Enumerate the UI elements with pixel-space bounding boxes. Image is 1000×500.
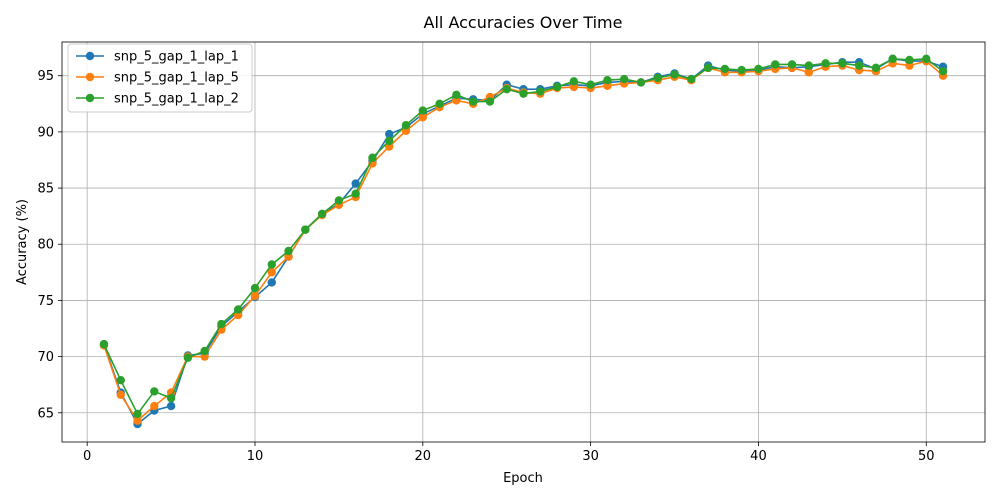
- data-point-snp_5_gap_1_lap_1: [267, 278, 276, 287]
- data-point-snp_5_gap_1_lap_2: [452, 90, 461, 100]
- legend-marker: [85, 51, 95, 61]
- x-tick-label: 30: [582, 449, 599, 464]
- x-tick-label: 0: [83, 449, 91, 464]
- data-point-snp_5_gap_1_lap_1: [166, 401, 176, 411]
- y-tick-label: 65: [37, 406, 54, 421]
- data-point-snp_5_gap_1_lap_2: [485, 97, 495, 106]
- axes-frame: [61, 41, 986, 443]
- data-point-snp_5_gap_1_lap_2: [922, 54, 931, 64]
- data-point-snp_5_gap_1_lap_2: [250, 283, 260, 293]
- data-point-snp_5_gap_1_lap_2: [435, 99, 444, 108]
- data-point-snp_5_gap_1_lap_2: [938, 67, 948, 76]
- data-point-snp_5_gap_1_lap_2: [771, 60, 780, 69]
- data-point-snp_5_gap_1_lap_2: [418, 106, 428, 115]
- x-tick-label: 10: [247, 449, 264, 464]
- data-point-snp_5_gap_1_lap_2: [905, 55, 914, 65]
- y-tick-label: 95: [37, 69, 54, 84]
- data-point-snp_5_gap_1_lap_2: [234, 305, 243, 314]
- data-point-snp_5_gap_1_lap_2: [871, 63, 881, 73]
- y-tick-label: 70: [37, 350, 54, 365]
- x-tick-label: 50: [918, 449, 935, 464]
- x-tick-label: 40: [750, 449, 767, 464]
- legend-box: [67, 43, 253, 113]
- x-axis-label: Epoch: [503, 471, 543, 486]
- data-point-snp_5_gap_1_lap_2: [99, 340, 109, 349]
- data-point-snp_5_gap_1_lap_5: [116, 390, 125, 400]
- data-point-snp_5_gap_1_lap_2: [854, 61, 864, 70]
- data-point-snp_5_gap_1_lap_2: [787, 60, 797, 69]
- data-point-snp_5_gap_1_lap_2: [603, 76, 612, 85]
- data-point-snp_5_gap_1_lap_2: [720, 64, 730, 74]
- data-point-snp_5_gap_1_lap_2: [116, 376, 125, 385]
- data-point-snp_5_gap_1_lap_2: [754, 64, 763, 74]
- y-axis-label: Accuracy (%): [15, 199, 30, 285]
- y-tick-label: 80: [37, 238, 54, 253]
- legend-marker: [85, 72, 95, 82]
- data-point-snp_5_gap_1_lap_2: [636, 78, 646, 87]
- data-point-snp_5_gap_1_lap_2: [150, 387, 159, 396]
- data-point-snp_5_gap_1_lap_2: [317, 209, 327, 219]
- data-point-snp_5_gap_1_lap_2: [737, 65, 746, 75]
- x-tick-label: 20: [415, 449, 432, 464]
- data-point-snp_5_gap_1_lap_2: [468, 97, 478, 106]
- data-point-snp_5_gap_1_lap_5: [133, 416, 142, 425]
- data-point-snp_5_gap_1_lap_5: [250, 291, 260, 301]
- series-line-snp_5_gap_1_lap_1: [103, 58, 944, 426]
- data-point-snp_5_gap_1_lap_5: [267, 268, 276, 277]
- series-line-snp_5_gap_1_lap_5: [103, 60, 944, 422]
- data-point-snp_5_gap_1_lap_2: [217, 319, 226, 329]
- y-tick-label: 75: [37, 294, 54, 309]
- data-point-snp_5_gap_1_lap_2: [821, 59, 830, 68]
- data-point-snp_5_gap_1_lap_2: [687, 74, 696, 84]
- data-point-snp_5_gap_1_lap_2: [519, 89, 528, 98]
- data-point-snp_5_gap_1_lap_2: [703, 63, 713, 73]
- data-point-snp_5_gap_1_lap_2: [552, 82, 562, 92]
- data-point-snp_5_gap_1_lap_2: [586, 80, 595, 89]
- data-point-snp_5_gap_1_lap_2: [267, 260, 276, 269]
- data-point-snp_5_gap_1_lap_2: [385, 136, 394, 146]
- data-point-snp_5_gap_1_lap_2: [502, 84, 511, 94]
- data-point-snp_5_gap_1_lap_2: [368, 153, 377, 162]
- data-point-snp_5_gap_1_lap_2: [401, 120, 411, 130]
- data-point-snp_5_gap_1_lap_2: [653, 73, 662, 83]
- data-point-snp_5_gap_1_lap_2: [284, 246, 293, 256]
- legend-marker: [85, 93, 95, 103]
- data-point-snp_5_gap_1_lap_1: [351, 179, 360, 188]
- data-point-snp_5_gap_1_lap_2: [200, 346, 209, 356]
- data-point-snp_5_gap_1_lap_2: [183, 353, 193, 362]
- plot-area: 0 10 20 30 40 50 65 70 75 80 85 90 95 snp_5_gap_1_lap…: [37, 41, 986, 464]
- data-point-snp_5_gap_1_lap_2: [351, 189, 360, 198]
- data-point-snp_5_gap_1_lap_2: [301, 225, 310, 234]
- data-point-snp_5_gap_1_lap_2: [888, 54, 897, 64]
- y-tick-label: 90: [37, 125, 54, 140]
- data-point-snp_5_gap_1_lap_2: [166, 393, 176, 403]
- legend-entry: snp_5_gap_1_lap_5: [114, 71, 239, 86]
- data-point-snp_5_gap_1_lap_5: [418, 113, 428, 122]
- data-point-snp_5_gap_1_lap_5: [150, 401, 159, 411]
- data-point-snp_5_gap_1_lap_2: [133, 409, 142, 419]
- legend-entry: snp_5_gap_1_lap_1: [114, 50, 239, 65]
- data-point-snp_5_gap_1_lap_2: [670, 70, 679, 79]
- data-point-snp_5_gap_1_lap_1: [385, 129, 394, 139]
- data-point-snp_5_gap_1_lap_2: [536, 87, 545, 96]
- data-point-snp_5_gap_1_lap_5: [804, 68, 813, 77]
- data-point-snp_5_gap_1_lap_2: [619, 74, 629, 84]
- legend-entry: snp_5_gap_1_lap_2: [114, 92, 239, 107]
- data-point-snp_5_gap_1_lap_2: [804, 61, 813, 70]
- chart-title: All Accuracies Over Time: [424, 13, 623, 32]
- legend: snp_5_gap_1_lap_1 snp_5_gap_1_lap_5 snp_5_…: [67, 43, 253, 113]
- data-point-snp_5_gap_1_lap_2: [334, 196, 344, 205]
- data-point-snp_5_gap_1_lap_2: [569, 77, 579, 86]
- y-tick-label: 85: [37, 182, 54, 197]
- data-point-snp_5_gap_1_lap_2: [838, 59, 847, 68]
